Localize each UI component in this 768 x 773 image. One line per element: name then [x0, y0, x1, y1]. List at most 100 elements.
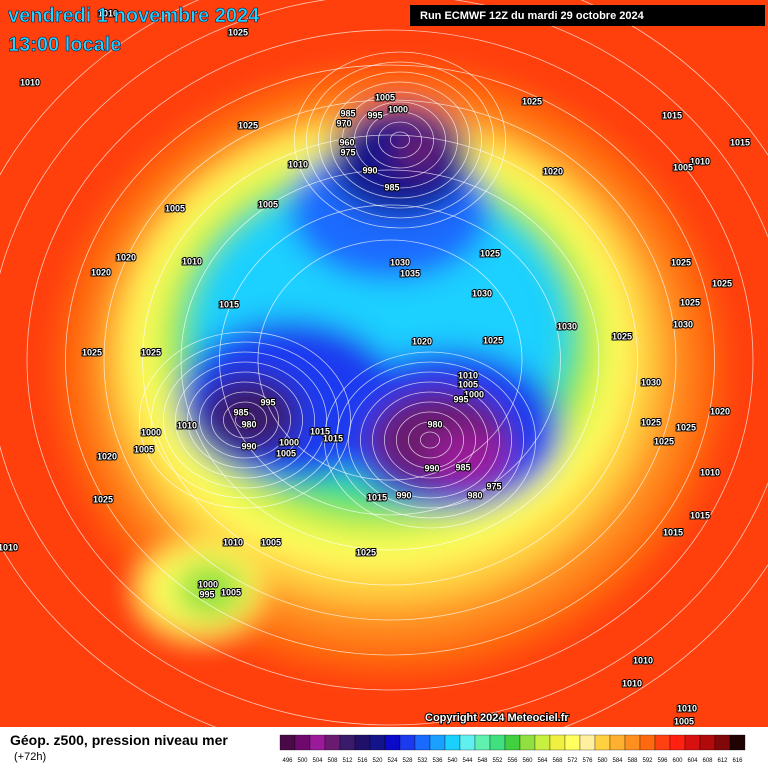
isobar — [395, 411, 464, 469]
isobar-label: 1010 — [98, 8, 118, 18]
isobar — [341, 91, 458, 189]
scale-swatch — [354, 734, 371, 751]
scale-label: 536 — [432, 758, 443, 764]
isobar — [365, 111, 434, 169]
isobar — [142, 134, 638, 586]
isobar-label: 1025 — [93, 494, 113, 504]
scale-swatch — [654, 734, 671, 751]
isobar-label: 980 — [427, 419, 442, 429]
isobar-label: 985 — [233, 407, 248, 417]
isobar — [210, 391, 279, 449]
isobar-label: 1025 — [480, 248, 500, 258]
scale-swatch — [594, 734, 611, 751]
isobar-label: 1010 — [690, 156, 710, 166]
isobar-label: 980 — [467, 490, 482, 500]
isobar-label: 1025 — [676, 422, 696, 432]
isobar-label: 1030 — [557, 321, 577, 331]
isobar-label: 1010 — [677, 703, 697, 713]
scale-swatch — [474, 734, 491, 751]
isobar-label: 1015 — [663, 527, 683, 537]
isobar-label: 1000 — [464, 389, 484, 399]
isobar-label: 1005 — [221, 587, 241, 597]
run-info: Run ECMWF 12Z du mardi 29 octobre 2024 — [420, 10, 645, 22]
isobar-label: 1005 — [258, 199, 278, 209]
scale-swatch — [384, 734, 401, 751]
isobar-label: 1020 — [97, 451, 117, 461]
isobar-label: 1005 — [674, 716, 694, 726]
isobar-label: 1020 — [710, 406, 730, 416]
scale-swatch — [549, 734, 566, 751]
isobar-label: 975 — [340, 147, 355, 157]
isobar — [234, 411, 255, 429]
scale-swatch — [609, 734, 626, 751]
isobar — [186, 371, 303, 469]
scale-label: 552 — [492, 758, 503, 764]
scale-label: 512 — [342, 758, 353, 764]
isobar-label: 1025 — [680, 297, 700, 307]
map-date: vendredi 1 novembre 2024 — [8, 5, 260, 27]
lead-time: (+72h) — [14, 751, 46, 763]
isobar — [222, 401, 267, 439]
copyright: Copyright 2024 Meteociel.fr — [425, 712, 569, 724]
scale-label: 612 — [717, 758, 728, 764]
scale-swatch — [624, 734, 641, 751]
isobar — [335, 361, 524, 519]
isobar-label: 1025 — [483, 335, 503, 345]
isobar — [305, 61, 494, 219]
isobar-labels: 1010102510101025985100510009959709609751… — [0, 7, 751, 727]
scale-label: 608 — [702, 758, 713, 764]
scale-label: 556 — [507, 758, 518, 764]
scale-label: 540 — [447, 758, 458, 764]
isobar — [353, 101, 446, 179]
isobar-label: 1015 — [690, 510, 710, 520]
scale-swatch — [579, 734, 596, 751]
scale-swatch — [459, 734, 476, 751]
isobar-label: 1005 — [458, 379, 478, 389]
isobar-label: 1035 — [400, 268, 420, 278]
scale-label: 584 — [612, 758, 623, 764]
isobar-label: 1015 — [367, 492, 387, 502]
scale-label: 548 — [477, 758, 488, 764]
isobar-label: 1010 — [288, 159, 308, 169]
isobar-label: 1025 — [641, 417, 661, 427]
isobar-label: 990 — [241, 441, 256, 451]
run-box — [410, 5, 765, 26]
isobar — [180, 169, 600, 551]
isobar-label: 995 — [199, 589, 214, 599]
isobar-label: 995 — [367, 110, 382, 120]
scale-swatch — [519, 734, 536, 751]
isobar-label: 1015 — [219, 299, 239, 309]
scale-label: 532 — [417, 758, 428, 764]
isobar — [389, 131, 410, 149]
scale-swatch — [669, 734, 686, 751]
scale-label: 564 — [537, 758, 548, 764]
scale-label: 500 — [297, 758, 308, 764]
isobar — [219, 204, 561, 516]
isobar-label: 1020 — [91, 267, 111, 277]
isobar-label: 1020 — [116, 252, 136, 262]
isobar — [257, 239, 523, 481]
isobar-label: 1005 — [165, 203, 185, 213]
isobar-label: 1030 — [472, 288, 492, 298]
isobar-label: 1010 — [458, 370, 478, 380]
isobar — [26, 29, 754, 691]
isobar-label: 1010 — [20, 77, 40, 87]
isobar — [371, 391, 488, 489]
isobar-label: 1025 — [82, 347, 102, 357]
isobar-label: 1005 — [134, 444, 154, 454]
scale-swatch — [309, 734, 326, 751]
isobar — [174, 361, 315, 479]
isobar-label: 1010 — [223, 537, 243, 547]
isobar — [419, 431, 440, 449]
isobar-label: 990 — [362, 165, 377, 175]
isobar — [103, 99, 677, 621]
isobar-label: 970 — [336, 118, 351, 128]
isobar — [65, 64, 715, 656]
scale-label: 504 — [312, 758, 323, 764]
isobar — [198, 381, 291, 459]
isobar-label: 975 — [486, 481, 501, 491]
scale-swatch — [714, 734, 731, 751]
isobar-label: 1025 — [356, 547, 376, 557]
scale-label: 568 — [552, 758, 563, 764]
